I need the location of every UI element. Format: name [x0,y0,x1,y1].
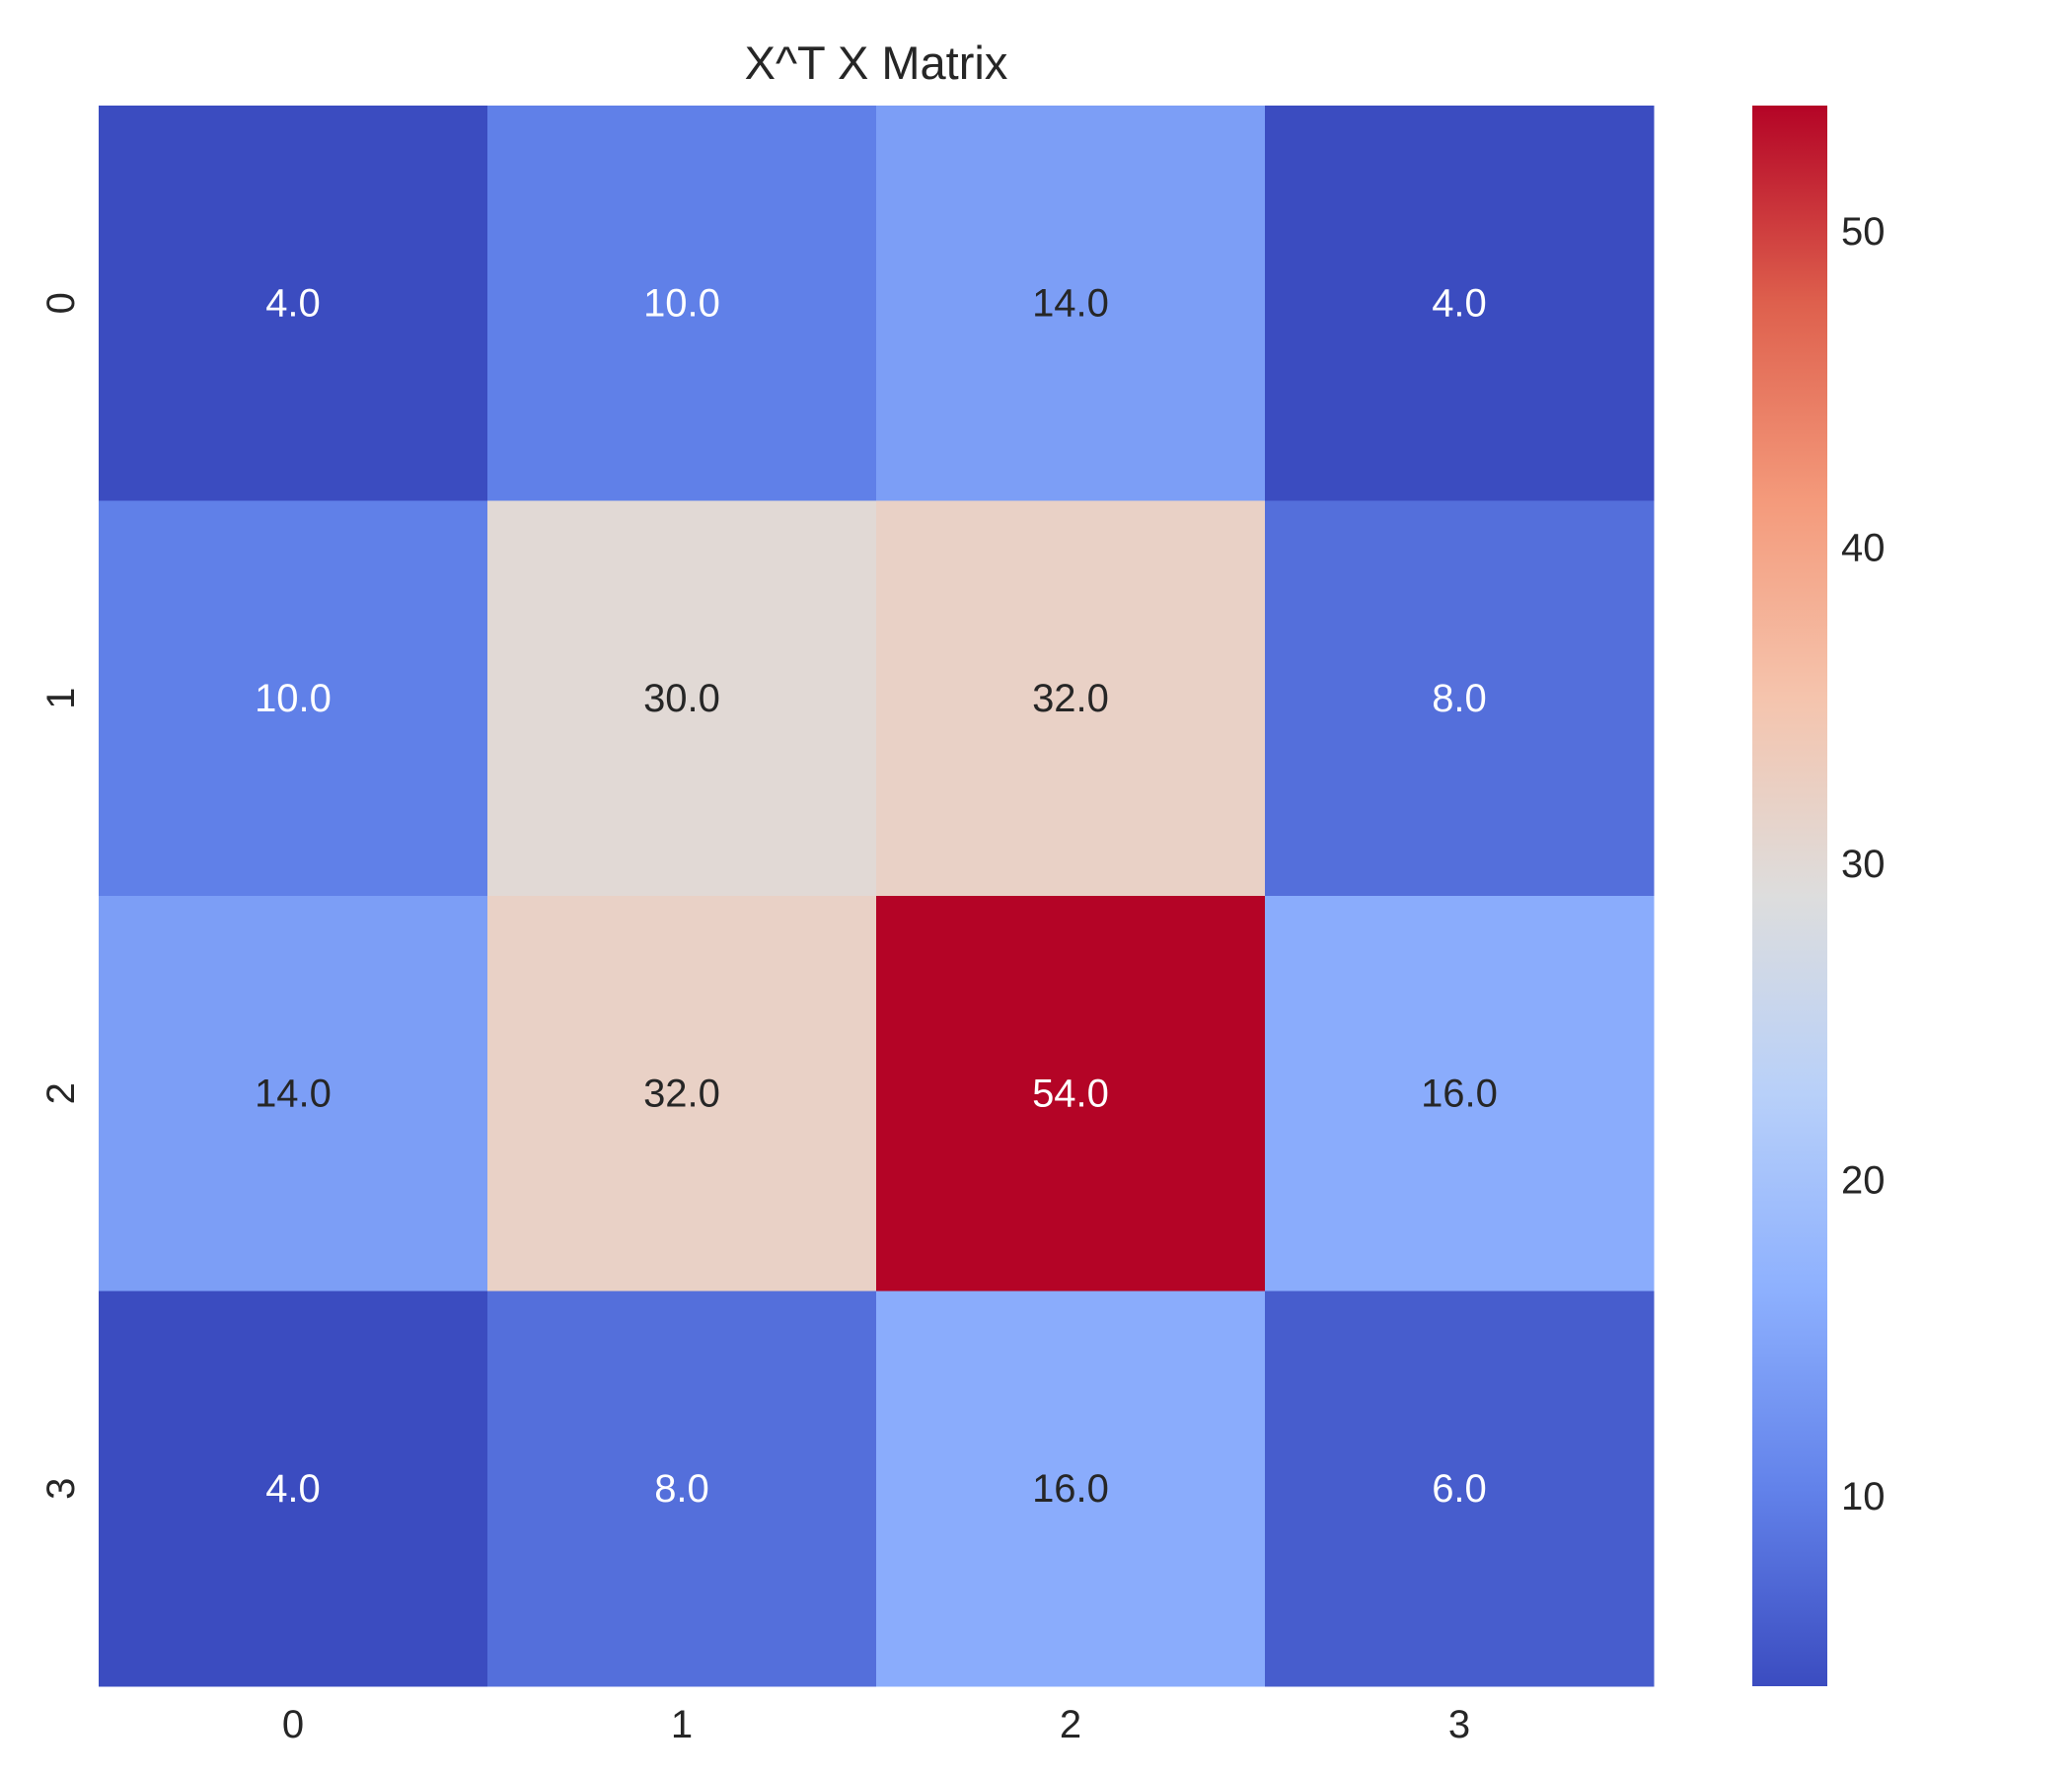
heatmap-cell [99,106,488,501]
cell-value-label: 30.0 [643,677,720,720]
heatmap-cell [1265,500,1655,897]
y-axis-ticks: 0 1 2 3 [39,292,83,1500]
x-tick-label: 1 [671,1703,693,1746]
heatmap-cell [1265,1291,1655,1687]
colorbar-tick-label: 40 [1841,527,1886,570]
colorbar-ticks: 10 20 30 40 50 [1841,210,1886,1518]
cell-value-label: 54.0 [1032,1072,1109,1115]
heatmap-cell [487,1291,877,1687]
colorbar-tick-label: 30 [1841,843,1886,886]
heatmap-cells [99,106,1655,1687]
cell-value-label: 14.0 [255,1072,332,1115]
x-tick-label: 0 [282,1703,304,1746]
colorbar-tick-label: 50 [1841,210,1886,254]
heatmap-cell [99,1291,488,1687]
colorbar-tick-label: 10 [1841,1475,1886,1518]
heatmap-cell-labels: 4.0 10.0 14.0 4.0 10.0 30.0 32.0 8.0 14.0 32.0 54.… [255,281,1498,1511]
cell-value-label: 4.0 [1432,281,1487,325]
heatmap-cell [99,500,488,897]
y-tick-label: 2 [39,1082,83,1104]
cell-value-label: 16.0 [1421,1072,1498,1115]
heatmap-cell [876,500,1266,897]
cell-value-label: 32.0 [643,1072,720,1115]
heatmap-cell [487,106,877,501]
cell-value-label: 16.0 [1032,1467,1109,1511]
x-axis-ticks: 0 1 2 3 [282,1703,1470,1746]
chart-title: X^T X Matrix [745,37,1008,89]
x-tick-label: 2 [1060,1703,1081,1746]
heatmap-cell [876,896,1266,1292]
cell-value-label: 8.0 [1432,677,1487,720]
cell-value-label: 4.0 [265,281,321,325]
cell-value-label: 4.0 [265,1467,321,1511]
x-tick-label: 3 [1448,1703,1470,1746]
colorbar: 10 20 30 40 50 [1752,106,1886,1686]
heatmap-cell [1265,896,1655,1292]
heatmap-cell [487,896,877,1292]
heatmap-cell [876,1291,1266,1687]
heatmap-cell [1265,106,1655,501]
cell-value-label: 8.0 [654,1467,709,1511]
y-tick-label: 3 [39,1478,83,1500]
cell-value-label: 6.0 [1432,1467,1487,1511]
colorbar-tick-label: 20 [1841,1158,1886,1202]
colorbar-gradient [1752,106,1827,1686]
cell-value-label: 14.0 [1032,281,1109,325]
heatmap-cell [487,500,877,897]
y-tick-label: 0 [39,292,83,314]
cell-value-label: 10.0 [643,281,720,325]
heatmap-cell [876,106,1266,501]
y-tick-label: 1 [39,688,83,709]
cell-value-label: 10.0 [255,677,332,720]
cell-value-label: 32.0 [1032,677,1109,720]
heatmap-cell [99,896,488,1292]
